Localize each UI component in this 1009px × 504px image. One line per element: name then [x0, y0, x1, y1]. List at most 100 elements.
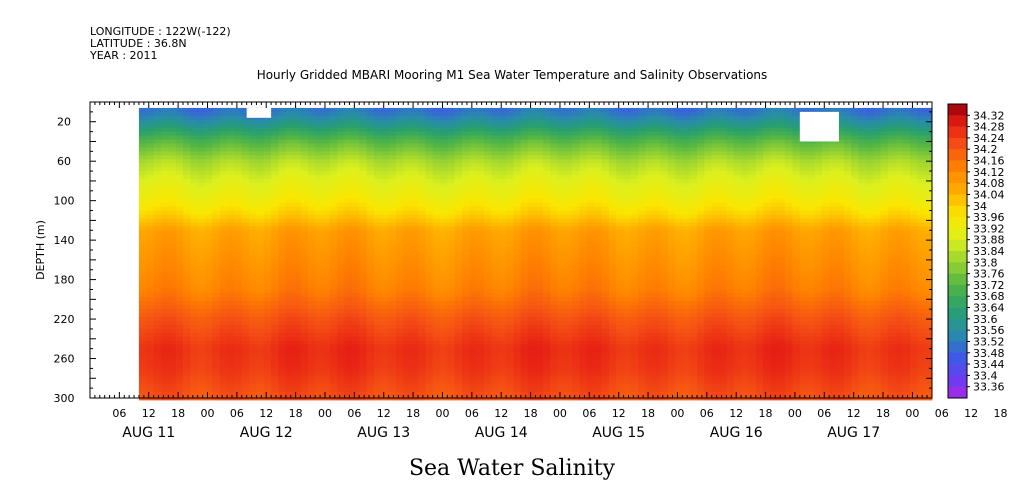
- heatmap-cell: [351, 309, 360, 314]
- heatmap-cell: [293, 151, 301, 156]
- heatmap-cell: [542, 194, 551, 200]
- heatmap-cell: [212, 317, 221, 322]
- heatmap-cell: [447, 226, 456, 231]
- heatmap-cell: [535, 348, 544, 354]
- heatmap-cell: [241, 250, 250, 255]
- heatmap-cell: [417, 230, 426, 235]
- heatmap-cell: [601, 115, 610, 121]
- heatmap-cell: [219, 107, 228, 113]
- heatmap-cell: [454, 309, 463, 314]
- heatmap-cell: [153, 127, 162, 132]
- heatmap-cell: [462, 155, 470, 160]
- heatmap-cell: [498, 250, 507, 255]
- heatmap-cell: [454, 230, 463, 235]
- heatmap-cell: [594, 289, 602, 294]
- heatmap-cell: [395, 356, 404, 361]
- heatmap-cell: [183, 115, 191, 121]
- heatmap-cell: [506, 368, 514, 373]
- heatmap-cell: [183, 321, 191, 326]
- heatmap-cell: [484, 388, 492, 393]
- heatmap-cell: [586, 178, 595, 184]
- heatmap-cell: [315, 182, 323, 188]
- heatmap-cell: [410, 238, 419, 243]
- heatmap-cell: [373, 139, 382, 144]
- heatmap-cell: [520, 222, 529, 227]
- heatmap-cell: [417, 289, 426, 294]
- heatmap-cell: [278, 242, 287, 247]
- heatmap-cell: [572, 151, 580, 156]
- heatmap-cell: [417, 131, 426, 136]
- heatmap-cell: [535, 171, 544, 176]
- heatmap-cell: [432, 273, 441, 279]
- heatmap-cell: [403, 131, 412, 136]
- heatmap-cell: [586, 147, 595, 152]
- heatmap-cell: [359, 297, 367, 302]
- heatmap-cell: [535, 301, 544, 306]
- heatmap-cell: [256, 305, 265, 310]
- heatmap-cell: [557, 289, 566, 294]
- heatmap-cell: [241, 293, 250, 298]
- heatmap-cell: [219, 206, 228, 211]
- heatmap-cell: [417, 273, 426, 279]
- heatmap-cell: [168, 293, 177, 298]
- heatmap-cell: [498, 147, 507, 152]
- heatmap-cell: [601, 234, 610, 239]
- heatmap-cell: [403, 317, 412, 322]
- heatmap-cell: [271, 151, 279, 156]
- heatmap-cell: [307, 269, 316, 275]
- heatmap-cell: [160, 131, 169, 136]
- heatmap-cell: [329, 332, 338, 338]
- heatmap-cell: [440, 115, 448, 121]
- heatmap-cell: [285, 234, 294, 239]
- heatmap-cell: [183, 317, 191, 322]
- heatmap-cell: [410, 364, 419, 369]
- heatmap-cell: [417, 253, 426, 259]
- heatmap-cell: [205, 182, 213, 188]
- heatmap-cell: [329, 178, 338, 184]
- heatmap-cell: [425, 372, 434, 377]
- heatmap-cell: [322, 171, 331, 176]
- heatmap-cell: [146, 127, 155, 132]
- heatmap-cell: [403, 139, 412, 144]
- heatmap-cell: [351, 163, 360, 168]
- heatmap-cell: [146, 202, 155, 207]
- heatmap-cell: [469, 340, 478, 346]
- heatmap-cell: [227, 324, 235, 330]
- heatmap-cell: [205, 372, 213, 377]
- heatmap-cell: [381, 253, 390, 259]
- heatmap-cell: [550, 242, 558, 247]
- heatmap-cell: [491, 218, 500, 223]
- heatmap-cell: [447, 139, 456, 144]
- heatmap-cell: [212, 226, 221, 231]
- heatmap-cell: [550, 301, 558, 306]
- heatmap-cell: [322, 305, 331, 310]
- heatmap-cell: [484, 230, 492, 235]
- heatmap-cell: [278, 372, 287, 377]
- heatmap-cell: [146, 257, 155, 263]
- heatmap-cell: [263, 242, 272, 247]
- heatmap-cell: [271, 119, 279, 125]
- heatmap-cell: [212, 321, 221, 326]
- heatmap-cell: [329, 242, 338, 247]
- heatmap-cell: [616, 226, 624, 231]
- heatmap-cell: [454, 261, 463, 267]
- heatmap-cell: [153, 376, 162, 381]
- heatmap-cell: [572, 210, 580, 215]
- heatmap-cell: [601, 214, 610, 219]
- heatmap-cell: [278, 388, 287, 393]
- heatmap-cell: [138, 226, 147, 231]
- heatmap-cell: [425, 250, 434, 255]
- heatmap-cell: [594, 336, 602, 342]
- heatmap-cell: [160, 155, 169, 160]
- heatmap-cell: [381, 127, 390, 132]
- heatmap-cell: [528, 277, 536, 282]
- heatmap-cell: [315, 289, 323, 294]
- heatmap-cell: [395, 384, 404, 389]
- heatmap-cell: [447, 305, 456, 310]
- heatmap-cell: [542, 182, 551, 188]
- heatmap-cell: [476, 328, 485, 334]
- heatmap-cell: [271, 257, 279, 263]
- heatmap-cell: [403, 332, 412, 338]
- heatmap-cell: [469, 119, 478, 125]
